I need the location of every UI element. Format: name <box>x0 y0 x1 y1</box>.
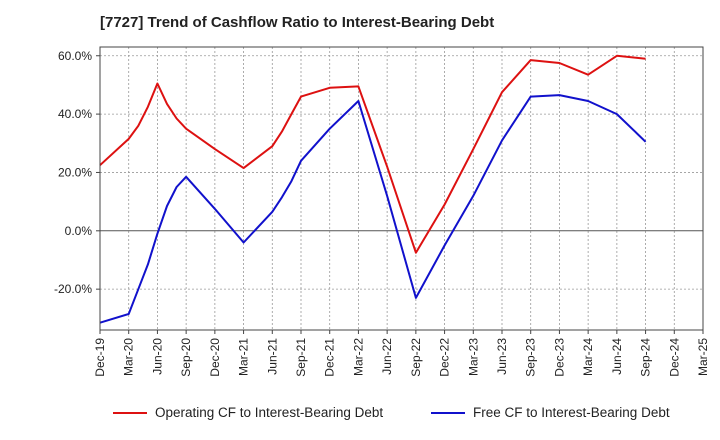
x-tick-label: Dec-24 <box>667 338 681 377</box>
x-tick-label: Mar-24 <box>581 338 595 376</box>
series-line-operating-cf <box>99 54 646 254</box>
x-tick-label: Jun-21 <box>265 338 279 375</box>
x-tick-label: Sep-22 <box>409 338 423 377</box>
x-tick-label: Mar-25 <box>696 338 710 376</box>
x-tick-label: Dec-23 <box>552 338 566 377</box>
y-tick-label: 60.0% <box>58 49 92 63</box>
x-tick-label: Sep-23 <box>524 338 538 377</box>
y-tick-label: -20.0% <box>54 282 92 296</box>
legend-swatch-free-cf <box>431 411 465 414</box>
x-tick-label: Jun-20 <box>150 338 164 375</box>
x-tick-label: Mar-21 <box>237 338 251 376</box>
x-tick-label: Sep-24 <box>639 338 653 377</box>
x-tick-label: Sep-20 <box>179 338 193 377</box>
x-tick-label: Mar-22 <box>351 338 365 376</box>
plot-area-frame <box>99 46 704 331</box>
legend-item-free-cf: Free CF to Interest-Bearing Debt <box>431 405 670 420</box>
y-tick-label: 40.0% <box>58 107 92 121</box>
legend-label-operating-cf: Operating CF to Interest-Bearing Debt <box>155 405 384 420</box>
x-tick-label: Dec-21 <box>323 338 337 377</box>
x-tick-label: Dec-19 <box>93 338 107 377</box>
legend-item-operating-cf: Operating CF to Interest-Bearing Debt <box>113 405 383 420</box>
x-tick-label: Jun-22 <box>380 338 394 375</box>
chart-title: [7727] Trend of Cashflow Ratio to Intere… <box>100 14 495 31</box>
x-tick-label: Jun-23 <box>495 338 509 375</box>
x-tick-label: Dec-22 <box>438 338 452 377</box>
x-tick-label: Mar-23 <box>466 338 480 376</box>
y-tick-label: 20.0% <box>58 165 92 179</box>
series-line-free-cf <box>99 94 647 324</box>
x-tick-label: Sep-21 <box>294 338 308 377</box>
legend-label-free-cf: Free CF to Interest-Bearing Debt <box>473 405 670 420</box>
y-tick-label: 0.0% <box>65 224 93 238</box>
x-tick-label: Mar-20 <box>122 338 136 376</box>
x-tick-label: Jun-24 <box>610 338 624 375</box>
x-tick-label: Dec-20 <box>208 338 222 377</box>
legend-swatch-operating-cf <box>113 411 147 414</box>
